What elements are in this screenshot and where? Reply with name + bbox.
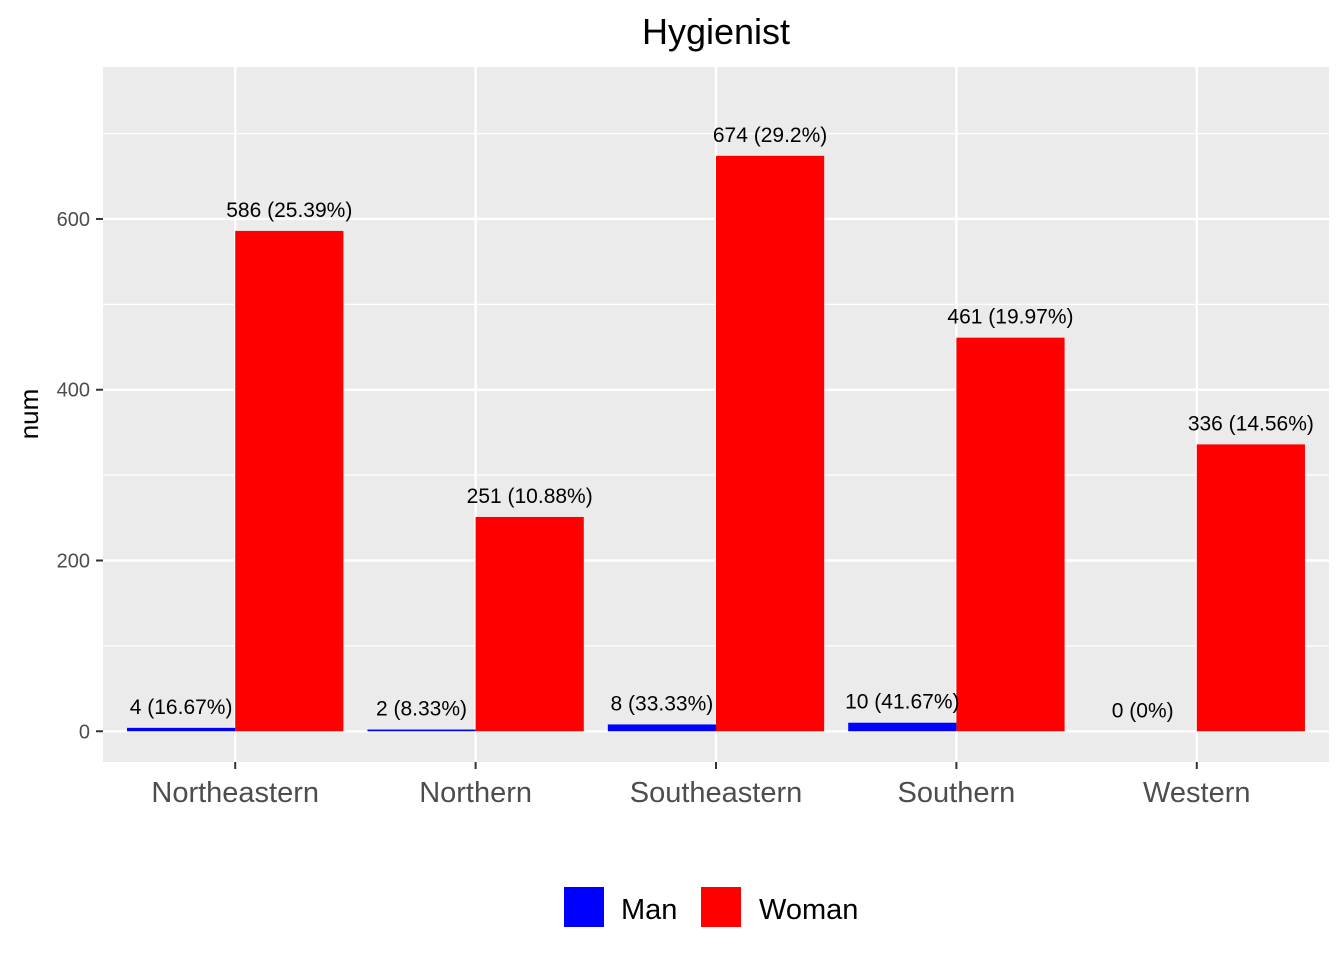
bar-woman	[716, 155, 825, 732]
y-axis: 0 200 400 600	[57, 209, 103, 743]
data-labels: 4 (16.67%) 2 (8.33%) 8 (33.33%) 10 (41.67%)…	[130, 124, 1314, 722]
legend-label-man: Man	[621, 894, 677, 926]
legend-swatch-woman	[699, 885, 743, 929]
x-tick-label: Southeastern	[630, 777, 803, 809]
data-label: 674 (29.2%)	[713, 124, 827, 147]
x-axis: Northeastern Northern Southeastern Southern…	[151, 762, 1251, 809]
data-label: 461 (19.97%)	[947, 306, 1073, 329]
data-label: 336 (14.56%)	[1188, 412, 1314, 435]
data-label: 251 (10.88%)	[467, 485, 593, 508]
bar-man	[127, 727, 236, 732]
bar-man	[367, 729, 476, 732]
bar-woman	[235, 230, 344, 732]
y-tick-label: 0	[79, 721, 90, 743]
x-tick-label: Southern	[898, 777, 1016, 809]
bar-man	[607, 724, 716, 732]
bar-woman	[475, 516, 584, 732]
x-tick-label: Western	[1143, 777, 1250, 809]
y-axis-title: num	[14, 389, 44, 440]
bar-woman	[1196, 444, 1305, 732]
bar-man	[848, 722, 957, 732]
bar-woman	[956, 337, 1065, 732]
data-label: 4 (16.67%)	[130, 696, 233, 719]
data-label: 586 (25.39%)	[226, 199, 352, 222]
x-tick-label: Northern	[419, 777, 532, 809]
legend-label-woman: Woman	[759, 894, 858, 926]
chart-title: Hygienist	[642, 11, 790, 52]
bars	[127, 155, 1305, 732]
y-tick-label: 200	[57, 551, 90, 573]
data-label: 8 (33.33%)	[611, 692, 714, 715]
legend: Man Woman	[562, 885, 858, 929]
data-label: 0 (0%)	[1112, 699, 1174, 722]
legend-swatch-man	[562, 885, 606, 929]
y-tick-label: 600	[57, 209, 90, 231]
x-tick-label: Northeastern	[151, 777, 319, 809]
data-label: 2 (8.33%)	[376, 698, 467, 721]
y-tick-label: 400	[57, 380, 90, 402]
data-label: 10 (41.67%)	[845, 691, 959, 714]
